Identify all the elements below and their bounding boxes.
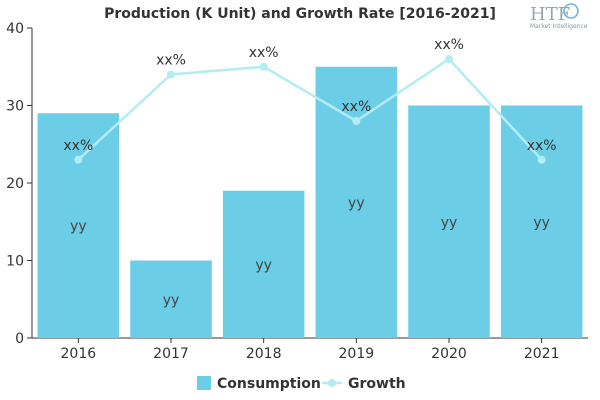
- bar-data-label: yy: [533, 215, 550, 231]
- x-tick-label: 2018: [246, 346, 282, 362]
- legend[interactable]: Consumption Growth: [197, 376, 406, 392]
- bar-2019[interactable]: [315, 66, 398, 338]
- growth-data-label: xx%: [434, 37, 464, 53]
- growth-point-2021[interactable]: [537, 155, 546, 164]
- y-tick-label: 10: [6, 254, 24, 270]
- growth-data-label: xx%: [341, 99, 371, 115]
- growth-series-line: [77, 57, 543, 161]
- growth-data-label: xx%: [156, 53, 186, 69]
- bar-data-label: yy: [348, 195, 365, 211]
- logo-sub-text: Market Intelligence: [530, 23, 588, 30]
- legend-growth-marker[interactable]: [328, 379, 336, 387]
- x-tick-label: 2021: [524, 346, 560, 362]
- bar-data-label: yy: [255, 257, 272, 273]
- x-tick-label: 2016: [61, 346, 97, 362]
- y-tick-label: 0: [15, 331, 24, 347]
- bar-2021[interactable]: [500, 105, 583, 339]
- growth-point-2016[interactable]: [74, 155, 83, 164]
- bar-2016[interactable]: [37, 113, 120, 338]
- logo-globe-icon: [563, 3, 579, 19]
- logo-main-text: HTF: [530, 4, 570, 25]
- growth-data-label: xx%: [527, 138, 557, 154]
- growth-data-label: xx%: [63, 138, 93, 154]
- bar-data-label: yy: [441, 215, 458, 231]
- growth-line-layer: xx% xx% xx% xx% xx% xx%: [63, 37, 557, 164]
- growth-point-2020[interactable]: [445, 55, 453, 63]
- y-tick-label: 40: [6, 21, 24, 37]
- legend-consumption-swatch[interactable]: [197, 376, 211, 390]
- bar-2020[interactable]: [408, 105, 490, 339]
- bar-2017[interactable]: [130, 260, 212, 339]
- x-tick-label: 2017: [153, 346, 189, 362]
- chart-title: Production (K Unit) and Growth Rate [201…: [104, 6, 496, 22]
- bars-layer: yy yy yy yy yy yy: [37, 66, 583, 339]
- x-tick-label: 2020: [431, 346, 467, 362]
- growth-data-label: xx%: [249, 45, 279, 61]
- y-tick-label: 20: [6, 176, 24, 192]
- bar-2018[interactable]: [222, 190, 305, 338]
- axes: 0 10 20 30 40 2016 2017 2018 2019 2020 2021: [6, 21, 588, 362]
- growth-point-2019[interactable]: [352, 117, 361, 125]
- growth-point-2017[interactable]: [167, 70, 175, 79]
- x-tick-label: 2019: [339, 346, 375, 362]
- bar-data-label: yy: [163, 292, 180, 308]
- bar-data-label: yy: [70, 219, 87, 235]
- y-tick-label: 30: [6, 99, 24, 115]
- growth-point-2018[interactable]: [259, 62, 268, 71]
- legend-consumption-label[interactable]: Consumption: [217, 376, 321, 392]
- htf-logo: HTF Market Intelligence: [530, 3, 588, 30]
- legend-growth-label[interactable]: Growth: [348, 376, 406, 392]
